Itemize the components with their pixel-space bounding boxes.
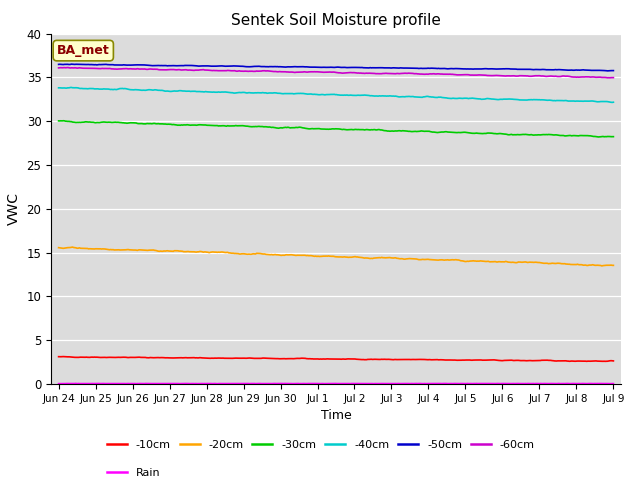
-10cm bbox=[609, 358, 617, 364]
-30cm bbox=[366, 127, 374, 133]
-20cm bbox=[68, 244, 76, 250]
-30cm bbox=[609, 134, 617, 140]
-20cm bbox=[393, 255, 401, 261]
-60cm bbox=[228, 68, 236, 73]
Rain bbox=[230, 381, 237, 386]
-20cm bbox=[609, 263, 617, 268]
-20cm bbox=[55, 245, 63, 251]
-10cm bbox=[228, 356, 236, 361]
-60cm bbox=[560, 73, 568, 79]
-60cm bbox=[64, 65, 72, 71]
-50cm bbox=[604, 68, 611, 74]
-20cm bbox=[228, 250, 236, 256]
-50cm bbox=[228, 63, 236, 69]
-50cm bbox=[463, 66, 471, 72]
Rain bbox=[367, 381, 375, 386]
-20cm bbox=[560, 261, 568, 266]
Rain bbox=[55, 381, 63, 386]
-60cm bbox=[606, 75, 614, 81]
-30cm bbox=[560, 132, 568, 138]
Line: -50cm: -50cm bbox=[59, 64, 613, 71]
-50cm bbox=[67, 61, 75, 67]
-40cm bbox=[67, 84, 75, 90]
-60cm bbox=[290, 70, 298, 75]
-50cm bbox=[393, 65, 401, 71]
Rain bbox=[72, 381, 80, 386]
-40cm bbox=[55, 85, 63, 91]
-20cm bbox=[598, 263, 605, 269]
-30cm bbox=[393, 128, 401, 134]
Line: -10cm: -10cm bbox=[59, 357, 613, 361]
Rain bbox=[132, 381, 140, 386]
-60cm bbox=[463, 72, 471, 78]
-20cm bbox=[366, 256, 374, 262]
-20cm bbox=[290, 252, 298, 258]
-50cm bbox=[55, 61, 63, 67]
-50cm bbox=[560, 67, 568, 73]
-40cm bbox=[228, 90, 236, 96]
-30cm bbox=[55, 118, 63, 124]
-40cm bbox=[609, 99, 617, 105]
X-axis label: Time: Time bbox=[321, 409, 351, 422]
-30cm bbox=[228, 123, 236, 129]
-50cm bbox=[366, 65, 374, 71]
Rain bbox=[465, 381, 472, 386]
Title: Sentek Soil Moisture profile: Sentek Soil Moisture profile bbox=[231, 13, 441, 28]
-40cm bbox=[609, 99, 616, 105]
-60cm bbox=[55, 65, 63, 71]
-10cm bbox=[560, 358, 568, 364]
-10cm bbox=[598, 359, 605, 364]
-40cm bbox=[560, 98, 568, 104]
Line: -60cm: -60cm bbox=[59, 68, 613, 78]
-20cm bbox=[463, 258, 471, 264]
-10cm bbox=[463, 357, 471, 363]
-10cm bbox=[366, 357, 374, 362]
-60cm bbox=[393, 71, 401, 76]
Rain bbox=[291, 381, 299, 386]
-40cm bbox=[290, 91, 298, 97]
-10cm bbox=[60, 354, 67, 360]
-40cm bbox=[366, 93, 374, 99]
Rain bbox=[561, 381, 568, 386]
Text: BA_met: BA_met bbox=[57, 44, 109, 57]
-10cm bbox=[290, 356, 298, 361]
-30cm bbox=[595, 134, 602, 140]
Y-axis label: VWC: VWC bbox=[7, 192, 21, 225]
-50cm bbox=[609, 68, 617, 73]
-40cm bbox=[463, 96, 471, 101]
Line: -30cm: -30cm bbox=[59, 121, 613, 137]
-30cm bbox=[463, 130, 471, 136]
-60cm bbox=[366, 71, 374, 76]
-10cm bbox=[393, 357, 401, 362]
-50cm bbox=[290, 64, 298, 70]
Rain bbox=[609, 381, 617, 386]
Rain bbox=[394, 381, 402, 386]
-10cm bbox=[55, 354, 63, 360]
Line: -20cm: -20cm bbox=[59, 247, 613, 266]
-40cm bbox=[393, 94, 401, 99]
-30cm bbox=[290, 125, 298, 131]
-30cm bbox=[60, 118, 67, 124]
Line: -40cm: -40cm bbox=[59, 87, 613, 102]
Legend: Rain: Rain bbox=[102, 463, 164, 480]
-60cm bbox=[609, 75, 617, 81]
